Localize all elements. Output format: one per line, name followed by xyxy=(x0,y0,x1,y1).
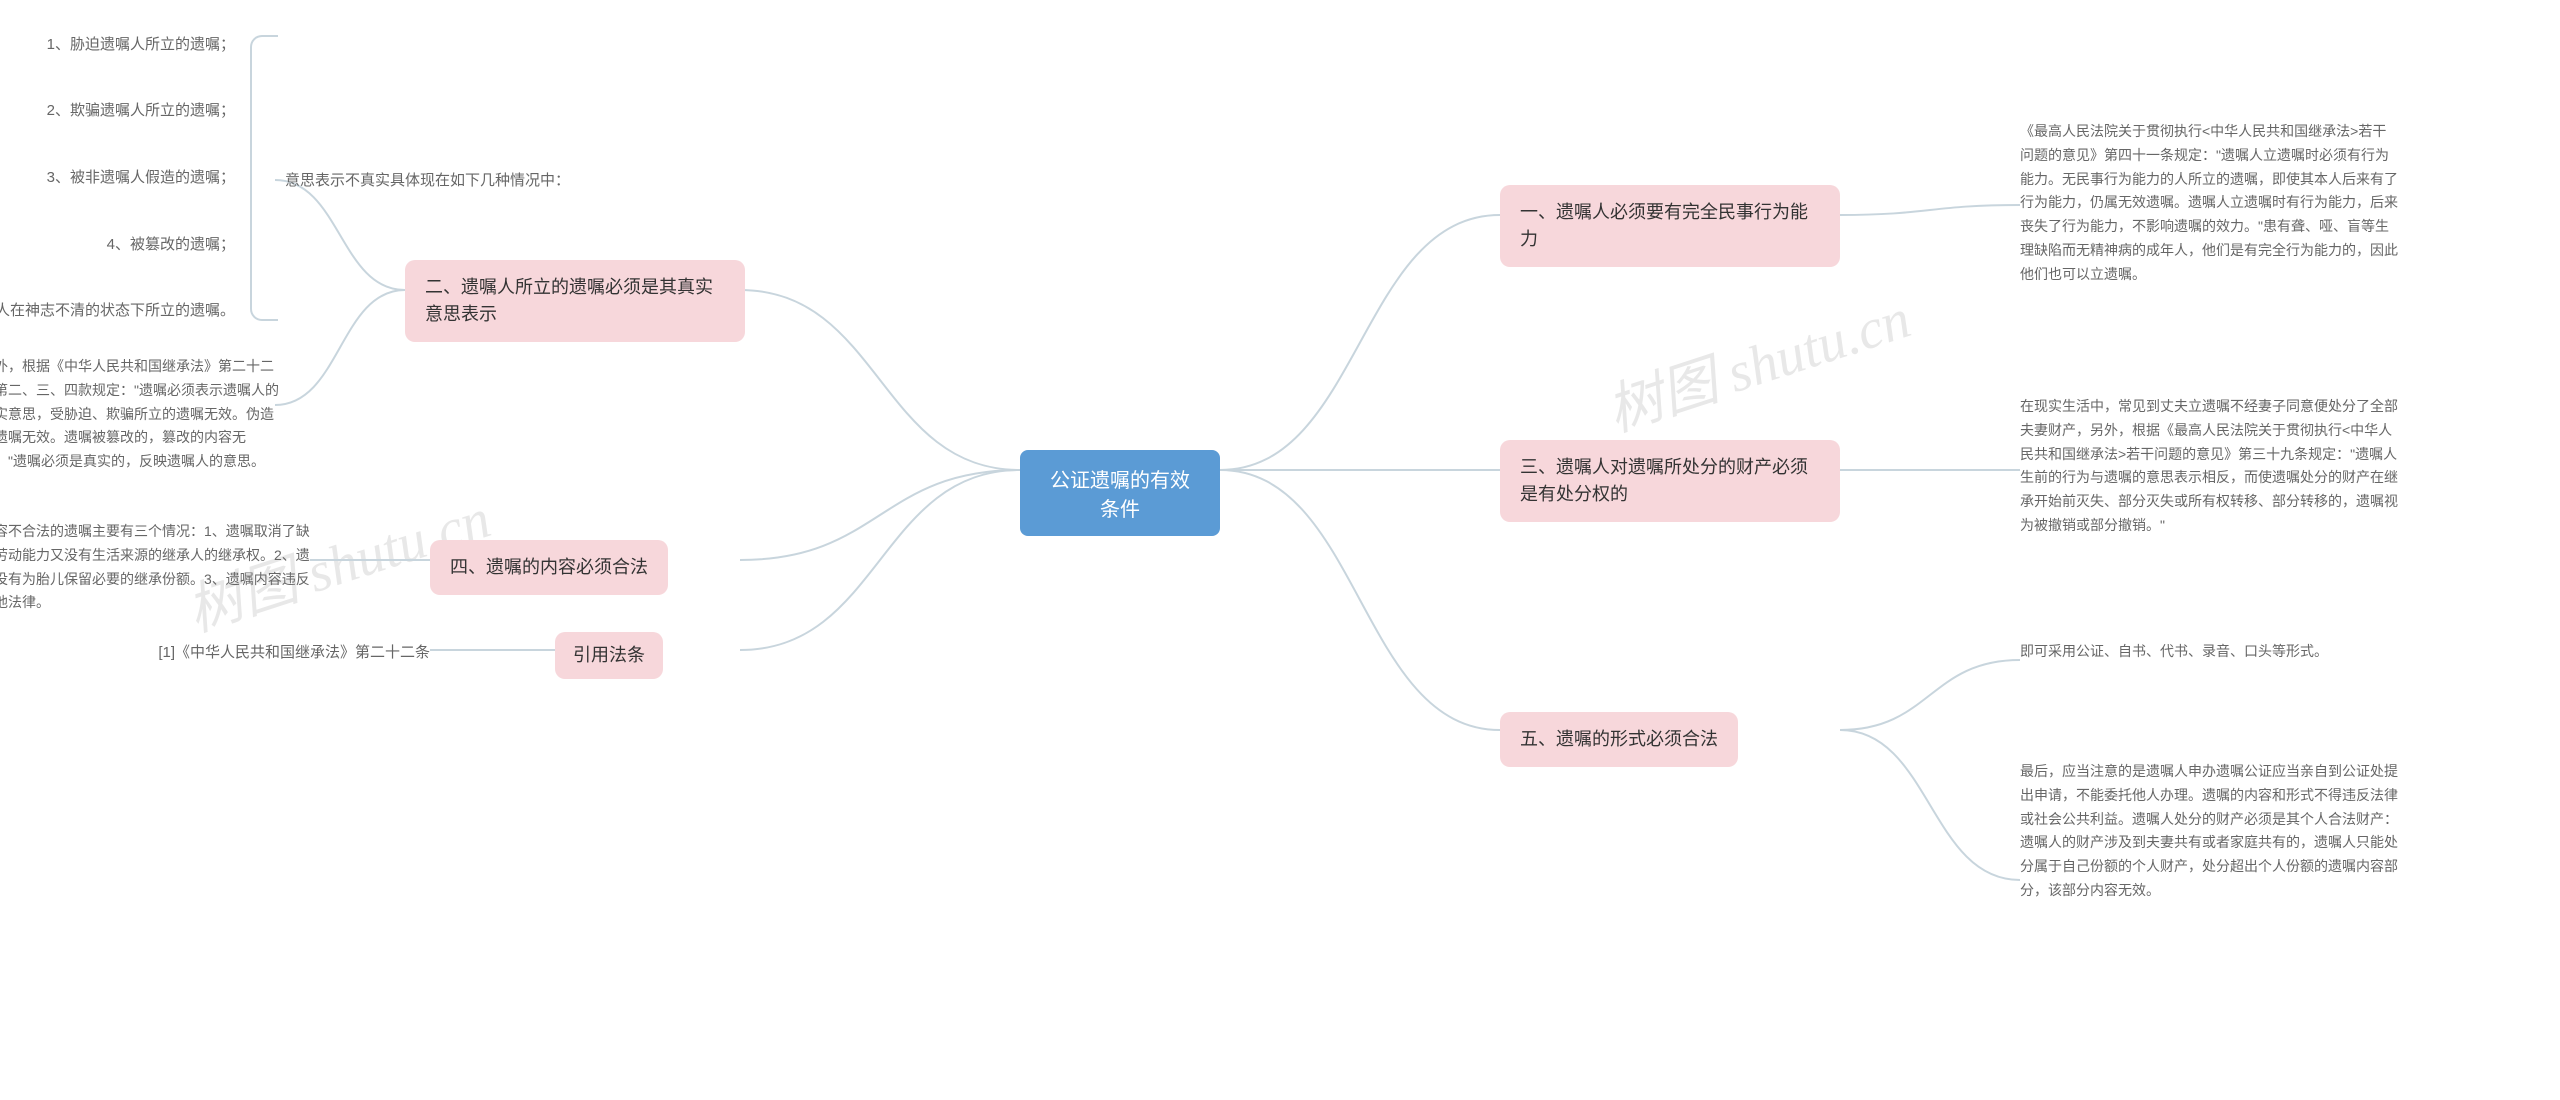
leaf-l2-0-s0: 1、胁迫遗嘱人所立的遗嘱； xyxy=(20,32,235,58)
leaf-l2-0-s3: 4、被篡改的遗嘱； xyxy=(20,232,235,258)
branch-r5[interactable]: 五、遗嘱的形式必须合法 xyxy=(1500,712,1738,767)
bracket-list xyxy=(250,35,278,321)
leaf-l2-1: 另外，根据《中华人民共和国继承法》第二十二条第二、三、四款规定："遗嘱必须表示遗… xyxy=(0,355,280,474)
leaf-r1-0: 《最高人民法院关于贯彻执行<中华人民共和国继承法>若干问题的意见》第四十一条规定… xyxy=(2020,120,2400,287)
root-node[interactable]: 公证遗嘱的有效条件 xyxy=(1020,450,1220,536)
leaf-l2-0-s1: 2、欺骗遗嘱人所立的遗嘱； xyxy=(20,98,235,124)
watermark-2: 树图 shutu.cn xyxy=(1595,273,1919,447)
leaf-l4-0: 内容不合法的遗嘱主要有三个情况：1、遗嘱取消了缺乏劳动能力又没有生活来源的继承人… xyxy=(0,520,310,615)
branch-r1[interactable]: 一、遗嘱人必须要有完全民事行为能力 xyxy=(1500,185,1840,267)
leaf-l2-0-s4: 5、遗嘱人在神志不清的状态下所立的遗嘱。 xyxy=(0,298,235,324)
leaf-l2-0-label: 意思表示不真实具体现在如下几种情况中： xyxy=(285,168,570,194)
branch-l2[interactable]: 二、遗嘱人所立的遗嘱必须是其真实意思表示 xyxy=(405,260,745,342)
branch-lref[interactable]: 引用法条 xyxy=(555,632,663,679)
leaf-r5-0: 即可采用公证、自书、代书、录音、口头等形式。 xyxy=(2020,640,2328,664)
branch-r3[interactable]: 三、遗嘱人对遗嘱所处分的财产必须是有处分权的 xyxy=(1500,440,1840,522)
leaf-lref-0: [1]《中华人民共和国继承法》第二十二条 xyxy=(120,640,430,666)
branch-l4[interactable]: 四、遗嘱的内容必须合法 xyxy=(430,540,668,595)
leaf-r5-1: 最后，应当注意的是遗嘱人申办遗嘱公证应当亲自到公证处提出申请，不能委托他人办理。… xyxy=(2020,760,2400,903)
leaf-l2-0-s2c: 3、被非遗嘱人假造的遗嘱； xyxy=(20,165,235,191)
leaf-r3-0: 在现实生活中，常见到丈夫立遗嘱不经妻子同意便处分了全部夫妻财产，另外，根据《最高… xyxy=(2020,395,2400,538)
